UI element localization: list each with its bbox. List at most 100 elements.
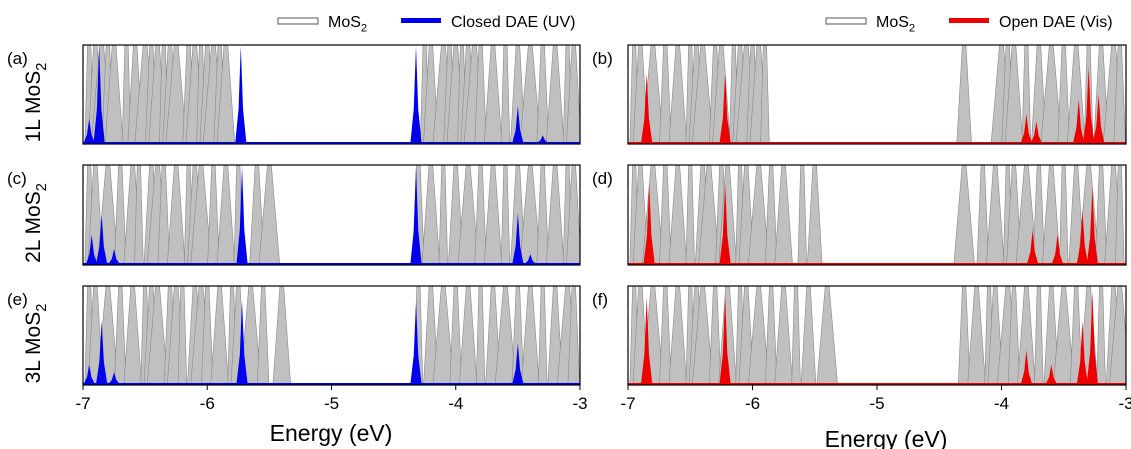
mos2-peak <box>791 286 801 385</box>
mos2-peak <box>797 165 807 265</box>
x-tick-label: -7 <box>620 394 635 413</box>
mos2-peak <box>765 286 778 385</box>
mos2-peak <box>1034 286 1044 385</box>
mos2-peak <box>483 45 503 144</box>
dae-peak <box>719 296 731 384</box>
mos2-peak <box>538 286 548 385</box>
panel-plot-area <box>628 165 1126 265</box>
dae-peak <box>1027 229 1039 264</box>
mos2-peak <box>668 45 687 144</box>
dae-peak <box>235 46 247 143</box>
panel-plot-area <box>83 165 580 265</box>
dae-peak <box>537 135 549 143</box>
panel-frame <box>627 44 1127 145</box>
mos2-peak <box>536 45 549 144</box>
dae-peak <box>512 343 524 384</box>
panel-plot-area <box>628 45 1126 144</box>
mos2-peak <box>521 286 540 385</box>
x-tick-label: -4 <box>448 394 463 413</box>
mos2-peak <box>953 165 975 265</box>
dae-peak <box>93 46 105 143</box>
mos2-peak <box>986 165 1005 265</box>
panel-plot-area <box>628 286 1126 385</box>
mos2-peak <box>272 286 291 385</box>
mos2-peak <box>449 286 462 385</box>
dae-peak <box>96 320 108 384</box>
dae-peak <box>1083 67 1095 143</box>
panel-frame <box>627 164 1127 266</box>
dae-peak <box>410 46 422 143</box>
dae-peak <box>1093 94 1105 143</box>
x-axis-title: Energy (eV) <box>825 426 948 449</box>
mos2-peak <box>546 165 565 265</box>
panel-a: (a) <box>7 44 581 145</box>
panel-frame <box>82 164 581 266</box>
dae-peak <box>1076 320 1089 384</box>
mos2-peak <box>967 286 986 385</box>
mos2-peak <box>659 165 672 265</box>
mos2-peak <box>1032 165 1046 265</box>
panel-letter: (f) <box>592 290 608 309</box>
panel-letter: (b) <box>592 49 613 68</box>
dae-peak <box>410 166 422 264</box>
dae-peak <box>96 215 108 264</box>
mos2-peak <box>1057 45 1070 144</box>
x-tick-label: -7 <box>75 394 90 413</box>
panel-plot-area <box>83 286 580 385</box>
mos2-peak <box>807 165 823 265</box>
mos2-peak <box>483 165 503 265</box>
legend-swatch-open <box>949 18 989 23</box>
mos2-peak <box>659 45 672 144</box>
dae-peak <box>1045 364 1057 384</box>
mos2-peak <box>258 165 281 265</box>
panel-letter: (c) <box>7 169 27 188</box>
dae-peak <box>83 118 95 143</box>
x-tick-label: -6 <box>200 394 215 413</box>
dae-peak <box>83 364 95 384</box>
dae-peak <box>1073 99 1085 143</box>
x-tick-label: -5 <box>869 394 884 413</box>
legend-label: Closed DAE (UV) <box>451 14 575 31</box>
legend: MoS2 Open DAE (Vis) <box>825 14 1113 34</box>
legend-label: MoS2 <box>876 14 915 34</box>
dae-peak <box>1076 210 1089 264</box>
mos2-peak <box>1115 165 1125 265</box>
mos2-peak <box>800 286 817 385</box>
mos2-peak <box>1059 165 1069 265</box>
mos2-peak <box>957 286 971 385</box>
x-tick-label: -5 <box>324 394 339 413</box>
row-label-text: 2L MoS2 <box>22 183 50 263</box>
mos2-peak <box>659 286 672 385</box>
dae-peak <box>1030 121 1042 143</box>
mos2-peak <box>685 165 695 265</box>
mos2-peak <box>207 165 220 265</box>
legend-label: MoS2 <box>328 14 367 34</box>
mos2-peak <box>546 45 565 144</box>
dae-peak <box>1051 234 1064 264</box>
x-tick-label: -3 <box>1118 394 1131 413</box>
legend-swatch-mos2 <box>277 17 319 25</box>
mos2-peak <box>500 165 511 265</box>
mos2-peak <box>536 165 549 265</box>
dae-peak <box>236 166 248 264</box>
x-tick-label: -6 <box>745 394 760 413</box>
mos2-peak <box>167 165 186 265</box>
row-label: 1L MoS2 <box>22 63 50 143</box>
panel-f: (f) -7 -6 -5 -4 -3 <box>592 285 1131 413</box>
dae-peak <box>108 249 120 264</box>
panel-c: (c) <box>7 164 581 266</box>
mos2-peak <box>134 165 144 265</box>
mos2-peak <box>114 286 127 385</box>
mos2-peak <box>765 165 778 265</box>
legend-swatch-mos2 <box>825 17 867 25</box>
mos2-peak <box>123 286 142 385</box>
mos2-peak <box>1094 165 1108 265</box>
dae-peak <box>512 106 524 143</box>
legend-label: Open DAE (Vis) <box>999 14 1113 31</box>
dae-peak <box>410 301 422 384</box>
mos2-peak <box>774 165 793 265</box>
mos2-peak <box>708 286 722 385</box>
mos2-peak <box>438 165 448 265</box>
dae-peak <box>86 234 98 264</box>
dae-peak <box>719 73 731 143</box>
